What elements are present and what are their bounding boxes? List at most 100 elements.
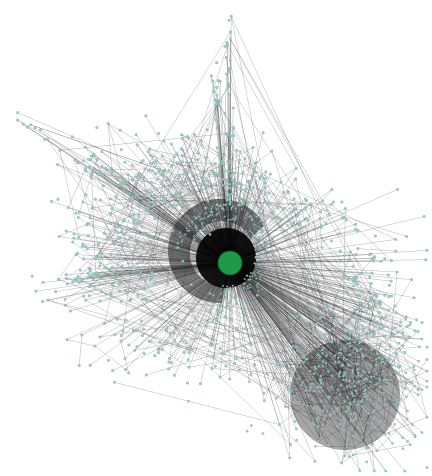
graph-node (208, 214, 211, 217)
graph-node (349, 402, 353, 406)
graph-node (253, 223, 256, 226)
graph-node (56, 197, 60, 201)
graph-node (361, 324, 365, 328)
graph-edge (94, 345, 126, 370)
graph-node (199, 138, 203, 142)
graph-node (408, 335, 412, 339)
graph-edge (213, 342, 251, 358)
graph-edge (59, 150, 79, 238)
graph-node (245, 300, 249, 304)
graph-node (163, 185, 167, 189)
graph-node (251, 185, 255, 189)
graph-node (257, 256, 261, 259)
graph-node (80, 333, 84, 337)
graph-node (116, 236, 120, 240)
graph-node (103, 322, 106, 326)
graph-node (317, 345, 320, 348)
graph-node (388, 358, 392, 362)
graph-node (292, 202, 296, 206)
graph-node (298, 263, 302, 267)
graph-node (292, 394, 296, 398)
graph-node (302, 355, 306, 358)
graph-node (186, 381, 189, 385)
graph-node (247, 380, 251, 384)
graph-edge (182, 138, 354, 282)
graph-node (397, 341, 401, 345)
graph-node (229, 141, 232, 144)
graph-node (264, 357, 268, 361)
graph-node (223, 215, 226, 218)
graph-node (115, 178, 119, 181)
graph-edge (200, 170, 212, 190)
graph-node (118, 282, 121, 286)
graph-edge (315, 307, 359, 369)
graph-node (255, 283, 258, 287)
graph-node (249, 278, 252, 281)
graph-node (138, 221, 142, 225)
graph-edge (276, 361, 351, 405)
graph-node (310, 334, 314, 338)
graph-node (109, 221, 113, 225)
graph-node (394, 311, 398, 315)
graph-edge (293, 346, 319, 396)
graph-node (147, 201, 151, 205)
graph-node (128, 192, 132, 196)
graph-node (249, 188, 252, 192)
graph-node (312, 406, 315, 410)
graph-node (132, 221, 136, 225)
graph-node (369, 375, 373, 379)
graph-node (266, 202, 270, 206)
graph-node (318, 216, 322, 220)
graph-edge (392, 371, 428, 386)
graph-node (338, 297, 342, 300)
graph-node (92, 154, 96, 158)
graph-node (368, 331, 371, 335)
graph-node (201, 225, 204, 228)
graph-node (246, 202, 250, 206)
graph-node (311, 261, 315, 265)
graph-node (39, 128, 42, 132)
graph-node (128, 197, 132, 201)
graph-node (204, 206, 208, 210)
graph-edge (75, 254, 214, 341)
graph-edge (296, 200, 323, 217)
graph-node (317, 385, 320, 389)
graph-node (383, 354, 386, 358)
graph-node (383, 398, 387, 402)
graph-node (235, 356, 239, 359)
graph-node (245, 232, 248, 235)
graph-node (210, 226, 214, 229)
graph-node (56, 163, 60, 166)
graph-node (232, 304, 235, 307)
graph-node (315, 417, 319, 421)
graph-node (353, 385, 356, 388)
graph-node (270, 327, 274, 331)
graph-node (300, 383, 303, 387)
graph-node (118, 128, 122, 132)
graph-node (119, 334, 123, 338)
graph-node (370, 296, 374, 299)
graph-node (204, 183, 208, 187)
graph-edge (229, 262, 412, 280)
graph-edge (363, 355, 407, 397)
graph-edge (125, 182, 156, 219)
graph-node (95, 255, 99, 259)
graph-edge (59, 133, 226, 151)
graph-node (278, 423, 281, 426)
node-layer (16, 14, 429, 473)
graph-node (352, 275, 356, 279)
graph-node (416, 393, 420, 397)
graph-edge (207, 180, 282, 220)
graph-node (312, 423, 316, 427)
graph-node (348, 353, 351, 357)
graph-node (115, 221, 119, 225)
graph-edge (74, 160, 105, 268)
graph-node (378, 311, 382, 314)
graph-node (216, 212, 220, 215)
graph-node (77, 281, 81, 284)
graph-node (151, 274, 154, 277)
graph-node (162, 223, 165, 227)
graph-node (343, 400, 347, 403)
